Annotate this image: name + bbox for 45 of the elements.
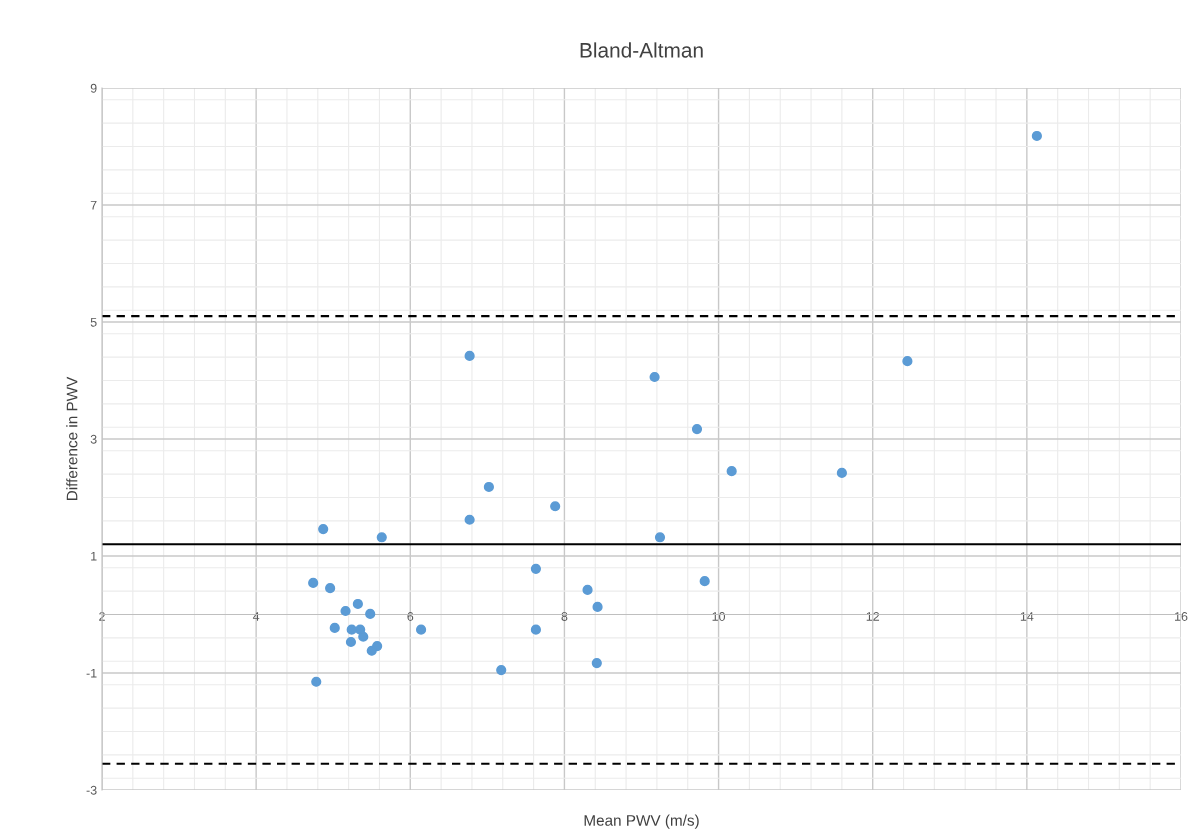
point: [346, 624, 357, 635]
chart-title: Bland-Altman: [580, 42, 703, 58]
point: [308, 577, 319, 588]
point: [358, 631, 369, 642]
point: [365, 608, 376, 620]
point: [496, 664, 507, 676]
point: [582, 584, 593, 596]
point: [366, 645, 377, 656]
point: [654, 532, 666, 543]
point: [345, 636, 357, 648]
point: [483, 481, 494, 493]
point: [318, 524, 329, 535]
point: [340, 605, 351, 617]
point: [550, 501, 561, 512]
point: [691, 423, 703, 435]
x-axis-title: Mean PWV (m/s): [584, 814, 699, 829]
point: [1031, 130, 1042, 142]
y-tick-label: 9: [90, 83, 97, 93]
point: [726, 466, 737, 477]
point: [325, 583, 336, 594]
x-tick-label: 6: [407, 612, 414, 621]
point: [329, 622, 340, 634]
point: [530, 563, 541, 574]
point: [376, 532, 387, 543]
x-tick-label: 2: [99, 612, 105, 621]
point: [464, 514, 475, 525]
y-tick-label: -3: [86, 785, 97, 795]
point: [311, 676, 322, 687]
point: [649, 371, 660, 383]
point: [530, 624, 541, 635]
y-tick-label: -1: [86, 668, 97, 678]
point: [902, 356, 913, 367]
x-tick-label: 16: [1175, 612, 1188, 621]
y-tick-label: 3: [90, 434, 97, 444]
point: [836, 467, 847, 479]
point: [464, 350, 475, 362]
point: [352, 598, 363, 610]
point: [415, 624, 427, 635]
y-axis-title: Difference in PWV: [66, 376, 78, 501]
y-tick-label: 1: [91, 551, 97, 561]
point: [591, 657, 602, 669]
y-tick-label: 7: [90, 200, 97, 210]
point: [699, 576, 710, 587]
y-tick-label: 5: [90, 317, 97, 327]
point: [592, 601, 603, 612]
